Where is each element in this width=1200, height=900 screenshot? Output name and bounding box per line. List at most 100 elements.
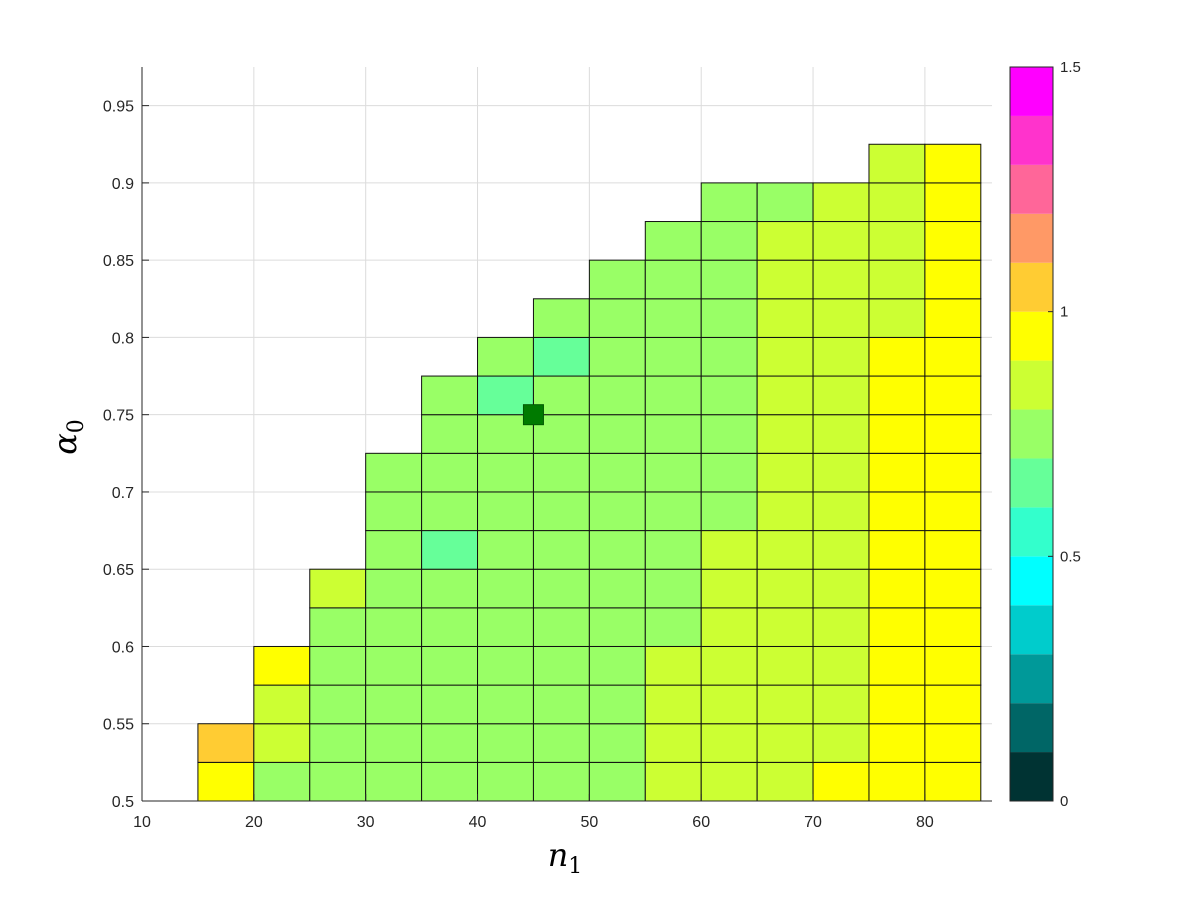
heatmap-cell (812, 336, 870, 377)
heatmap-cell (644, 684, 702, 725)
heatmap-cell (644, 259, 702, 300)
heatmap-cell (924, 568, 982, 609)
heatmap-cell (365, 684, 423, 725)
heatmap-cell (644, 375, 702, 416)
colorbar-segment (1010, 703, 1053, 753)
heatmap-cell (756, 723, 814, 763)
heatmap-cell (365, 761, 423, 802)
colorbar-frame (1009, 66, 1054, 802)
heatmap-cell (700, 607, 758, 647)
heatmap-cell (421, 684, 479, 725)
heatmap-cell (812, 259, 870, 300)
heatmap-cell (421, 375, 479, 416)
y-tick-label: 0.9 (112, 176, 134, 193)
heatmap-cell (253, 645, 311, 686)
heatmap-cell (868, 723, 926, 763)
axes (141, 67, 992, 802)
y-tick-label: 0.95 (103, 99, 134, 116)
heatmap-cell (700, 221, 758, 261)
heatmap-cell (868, 259, 926, 300)
heatmap-cell (700, 259, 758, 300)
colorbar-segment (1010, 507, 1053, 557)
heatmap-cell (924, 336, 982, 377)
heatmap-cell (644, 761, 702, 802)
heatmap-cell (477, 491, 534, 532)
heatmap-cell (588, 414, 646, 454)
heatmap-cell (644, 298, 702, 338)
heatmap-cell (477, 336, 534, 377)
heatmap-cell (477, 684, 534, 725)
y-tick-label: 0.7 (112, 485, 134, 502)
heatmap-cell (253, 723, 311, 763)
y-axis-title-subscript: 0 (64, 419, 89, 433)
heatmap-cell (868, 645, 926, 686)
heatmap-cell (924, 684, 982, 725)
heatmap-cell (756, 221, 814, 261)
heatmap-cell (812, 761, 870, 802)
heatmap-cell (421, 491, 479, 532)
heatmap-cell (197, 723, 255, 763)
colorbar-segment (1010, 409, 1053, 459)
heatmap-cell (812, 182, 870, 223)
heatmap-cell (756, 375, 814, 416)
heatmap-cell (644, 491, 702, 532)
heatmap-cell (756, 530, 814, 570)
heatmap-cell (532, 723, 590, 763)
heatmap-cell (756, 607, 814, 647)
heatmap-cell (756, 645, 814, 686)
heatmap-cell (924, 182, 982, 223)
colorbar-segment (1010, 605, 1053, 655)
heatmap-cell (197, 761, 255, 802)
colorbar: 0 0.5 1 1.5 (1009, 59, 1081, 810)
x-tick-label: 20 (245, 814, 263, 831)
heatmap-cell (924, 723, 982, 763)
heatmap-cell (700, 452, 758, 493)
heatmap-cell (812, 221, 870, 261)
heatmap-cell (588, 568, 646, 609)
heatmap-cell (532, 530, 590, 570)
x-axis-title-subscript: 1 (568, 854, 582, 879)
heatmap-cell (644, 530, 702, 570)
y-axis-title: α0 (46, 419, 89, 455)
x-tick-label: 30 (357, 814, 375, 831)
y-tick-label: 0.8 (112, 330, 134, 347)
x-axis-title: n1 (548, 836, 583, 879)
heatmap-cell (477, 530, 534, 570)
x-tick-label: 70 (804, 814, 822, 831)
colorbar-segment (1010, 654, 1053, 704)
heatmap-cell (309, 761, 367, 802)
heatmap-cell (700, 568, 758, 609)
heatmap-cell (924, 645, 982, 686)
heatmap-cell (812, 607, 870, 647)
heatmap-cell (532, 645, 590, 686)
heatmap-cell (588, 298, 646, 338)
heatmap-cell (309, 723, 367, 763)
x-tick-label: 10 (133, 814, 151, 831)
heatmap-cell (532, 761, 590, 802)
heatmap-cell (868, 761, 926, 802)
heatmap-cell (924, 259, 982, 300)
y-axis-title-main: α (46, 433, 84, 455)
heatmap-cell (532, 491, 590, 532)
y-tick-label: 0.6 (112, 639, 134, 656)
x-tick-label: 60 (692, 814, 710, 831)
heatmap-cell (644, 645, 702, 686)
heatmap-cell (756, 761, 814, 802)
heatmap-cell (700, 684, 758, 725)
heatmap-cell (756, 259, 814, 300)
heatmap-cell (532, 298, 590, 338)
heatmap-cell (868, 336, 926, 377)
heatmap-cell (812, 530, 870, 570)
heatmap-cell (812, 298, 870, 338)
heatmap-cell (924, 452, 982, 493)
x-axis-title-main: n (548, 836, 569, 874)
colorbar-segment (1010, 360, 1053, 410)
heatmap-cell (868, 491, 926, 532)
heatmap-cell (868, 298, 926, 338)
y-tick-label: 0.85 (103, 253, 134, 270)
heatmap-cell (365, 645, 423, 686)
colorbar-segment (1010, 311, 1053, 361)
heatmap-cell (421, 645, 479, 686)
heatmap-cell (868, 607, 926, 647)
